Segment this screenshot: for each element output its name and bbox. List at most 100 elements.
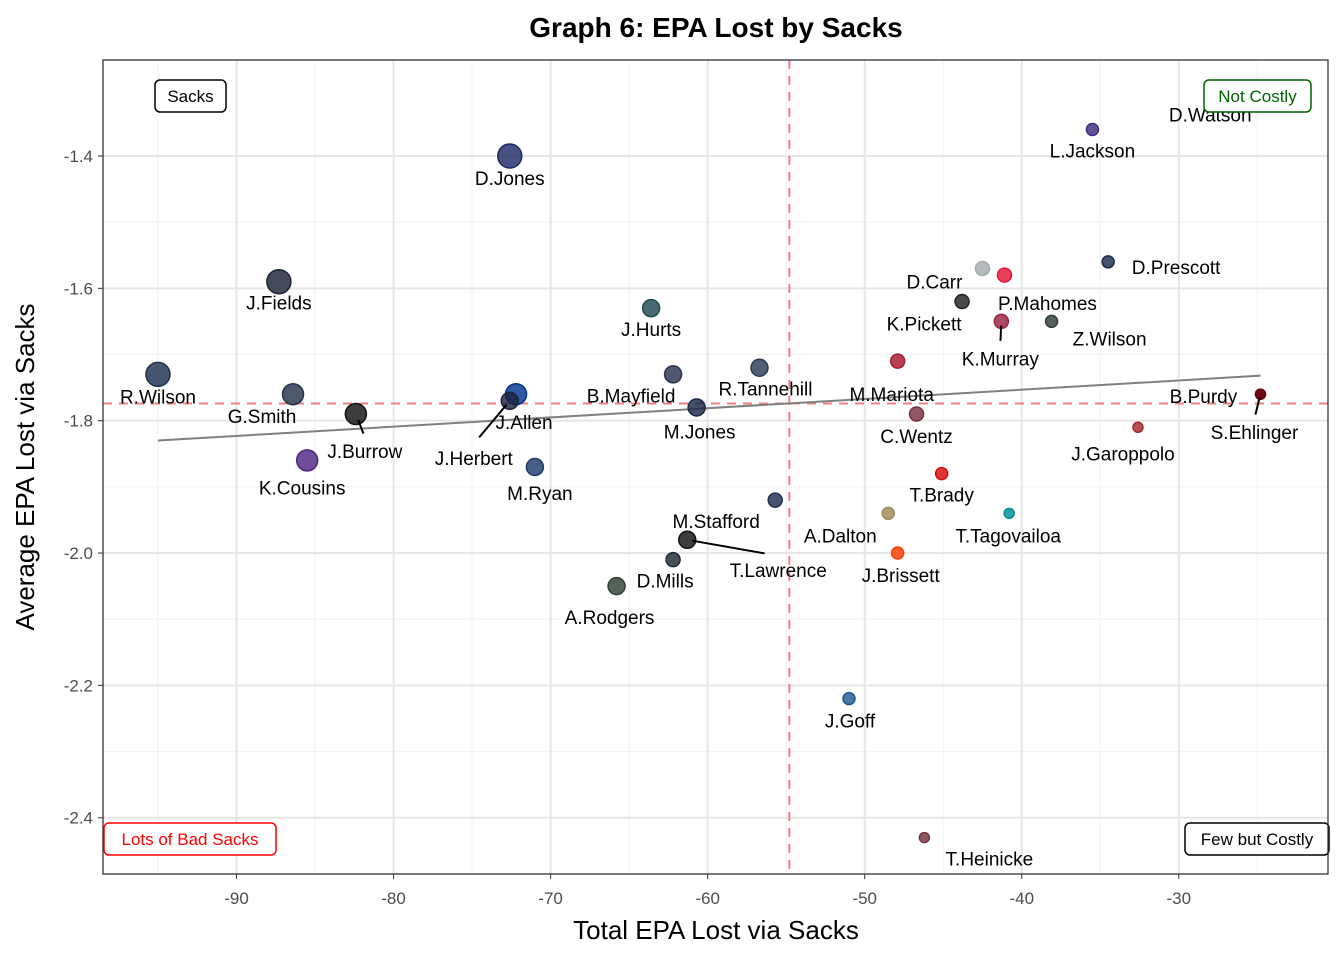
point-label: T.Lawrence: [730, 561, 827, 582]
point-labels: R.Wilson G.Smith J.Fields D.Jones J.Burrow K.…: [120, 105, 1299, 870]
x-tick-label: -80: [381, 889, 406, 908]
point-label: M.Ryan: [507, 484, 572, 505]
point-label: T.Heinicke: [946, 850, 1034, 871]
point-label: K.Pickett: [887, 315, 963, 336]
data-point: [1044, 314, 1059, 329]
data-point: [996, 267, 1013, 283]
x-tick-label: -40: [1009, 889, 1034, 908]
x-tick-label: -50: [852, 889, 877, 908]
point-label: D.Prescott: [1132, 258, 1221, 279]
label-connector-line: [999, 325, 1003, 341]
point-label: D.Carr: [907, 272, 964, 293]
point-label: D.Jones: [475, 169, 545, 190]
data-point: [525, 457, 545, 477]
data-point: [677, 530, 697, 550]
data-point: [663, 365, 683, 384]
quadrant-labels: Sacks Not Costly Lots of Bad Sacks Few but …: [103, 79, 1330, 856]
point-label: M.Jones: [664, 422, 736, 443]
point-label: A.Dalton: [804, 526, 877, 547]
point-label: R.Tannehill: [718, 380, 812, 401]
label-connector-line: [478, 404, 508, 439]
x-tick-label: -60: [695, 889, 720, 908]
data-point: [641, 298, 661, 318]
quadrant-label-box: [1203, 79, 1312, 113]
data-point: [881, 506, 896, 521]
data-point: [908, 406, 925, 422]
trend-line-group: [157, 374, 1261, 442]
y-tick-label: -2.0: [64, 544, 93, 563]
data-point: [918, 831, 931, 844]
data-point: [767, 492, 783, 508]
data-point: [1132, 421, 1144, 434]
label-connector-line: [1254, 396, 1261, 415]
point-label: M.Stafford: [673, 512, 760, 533]
quadrant-label: Not Costly: [1218, 87, 1297, 106]
point-label: B.Purdy: [1170, 387, 1238, 408]
point-label: Z.Wilson: [1073, 329, 1147, 350]
point-label: J.Hurts: [621, 320, 681, 341]
trend-line: [157, 374, 1261, 442]
plot-border: [102, 59, 1329, 875]
point-label: J.Garoppolo: [1071, 444, 1175, 465]
grid: [103, 60, 1328, 874]
y-tick-label: -1.6: [64, 279, 93, 298]
data-point: [890, 546, 905, 560]
data-point: [497, 143, 523, 169]
quadrant-label: Sacks: [167, 87, 213, 106]
data-point: [281, 382, 305, 406]
point-label: K.Murray: [962, 349, 1040, 370]
y-tick-label: -1.8: [64, 412, 93, 431]
point-label: C.Wentz: [880, 427, 953, 448]
quadrant-label-box: [1184, 822, 1330, 856]
point-label: J.Herbert: [435, 449, 514, 470]
data-point: [607, 576, 626, 596]
label-connector-line: [357, 419, 365, 434]
quadrant-label-box: [103, 822, 277, 856]
data-point: [1101, 255, 1115, 269]
point-label: T.Tagovailoa: [955, 526, 1061, 547]
point-label: P.Mahomes: [998, 294, 1097, 315]
point-label: S.Ehlinger: [1211, 423, 1299, 444]
point-label: B.Mayfield: [587, 386, 676, 407]
point-label: R.Wilson: [120, 387, 196, 408]
points: [145, 89, 1267, 844]
data-point: [1254, 388, 1267, 400]
chart-title: Graph 6: EPA Lost by Sacks: [529, 12, 902, 43]
point-label: G.Smith: [228, 407, 297, 428]
x-axis-title: Total EPA Lost via Sacks: [573, 915, 859, 945]
point-label: J.Allen: [496, 413, 553, 434]
data-point: [974, 260, 991, 277]
x-tick-label: -30: [1167, 889, 1192, 908]
data-point: [145, 361, 171, 388]
data-point: [1085, 122, 1100, 137]
point-label: A.Rodgers: [565, 608, 655, 629]
y-axis-title: Average EPA Lost via Sacks: [10, 303, 40, 630]
data-point: [1003, 507, 1015, 520]
point-label: T.Brady: [909, 486, 974, 507]
y-tick-label: -1.4: [64, 147, 93, 166]
axis-ticks: -90 -80 -70 -60 -50 -40 -30 -1.4 -1.6 -1.8 -2.0 -2.…: [64, 147, 1191, 908]
data-point: [665, 551, 681, 568]
point-label: M.Mariota: [849, 385, 934, 406]
quadrant-label-box: [154, 79, 227, 113]
x-tick-label: -90: [224, 889, 249, 908]
point-label: J.Burrow: [327, 442, 402, 463]
data-point: [842, 691, 856, 706]
y-tick-label: -2.4: [64, 809, 93, 828]
quadrant-label: Lots of Bad Sacks: [121, 830, 258, 849]
point-label: L.Jackson: [1050, 141, 1136, 162]
reference-lines: [103, 60, 1328, 874]
data-point: [295, 449, 319, 472]
point-label: J.Fields: [246, 294, 311, 315]
data-point: [934, 466, 949, 481]
data-point: [750, 358, 769, 377]
data-point: [266, 268, 292, 295]
point-label: J.Brissett: [862, 566, 941, 587]
data-point: [954, 293, 970, 310]
x-tick-label: -70: [538, 889, 563, 908]
y-tick-label: -2.2: [64, 676, 93, 695]
point-label: K.Cousins: [259, 478, 346, 499]
data-point: [687, 398, 706, 417]
quadrant-label: Few but Costly: [1201, 830, 1314, 849]
